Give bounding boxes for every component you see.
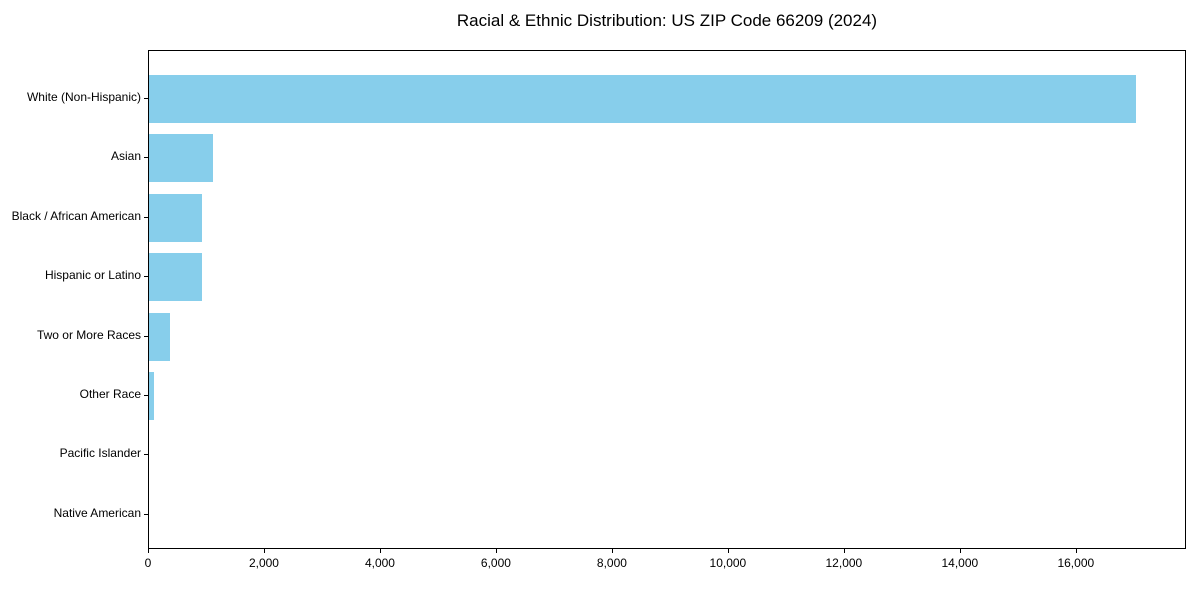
y-axis-label: Hispanic or Latino [44, 268, 141, 283]
chart-title: Racial & Ethnic Distribution: US ZIP Cod… [456, 11, 878, 30]
y-tick-mark [144, 157, 148, 159]
x-tick-mark [495, 549, 497, 553]
x-tick-label: 2,000 [248, 556, 279, 570]
x-tick-mark [148, 549, 149, 553]
plot-area [148, 50, 1186, 549]
y-axis-label: Native American [53, 505, 141, 520]
y-tick-mark [144, 335, 148, 337]
x-tick-label: 16,000 [1057, 556, 1095, 570]
x-tick-label: 10,000 [709, 556, 747, 570]
x-tick-label: 12,000 [825, 556, 863, 570]
y-tick-mark [144, 395, 148, 396]
x-tick-mark [263, 549, 265, 553]
y-axis-label: Black / African American [11, 208, 141, 223]
y-tick-mark [144, 454, 148, 456]
chart-bar [149, 372, 154, 420]
chart-bar [149, 193, 202, 242]
x-tick-label: 14,000 [941, 556, 979, 570]
chart-bar [149, 312, 170, 361]
y-axis-label: Two or More Races [36, 327, 141, 342]
y-axis-label: Asian [110, 149, 141, 164]
x-tick-label: 4,000 [364, 556, 395, 570]
y-tick-mark [144, 513, 148, 515]
y-axis-label: Pacific Islander [59, 446, 141, 461]
x-tick-mark [379, 549, 381, 553]
x-tick-label: 8,000 [596, 556, 627, 570]
x-tick-mark [843, 549, 845, 553]
x-tick-mark [1075, 549, 1077, 553]
y-axis-label: Other Race [79, 387, 141, 401]
x-tick-mark [611, 549, 613, 553]
x-tick-label: 0 [144, 556, 152, 570]
chart-bar [149, 134, 213, 183]
x-tick-label: 6,000 [480, 556, 511, 570]
chart-bar [149, 75, 1136, 123]
y-tick-mark [144, 98, 148, 99]
y-axis-label: White (Non-Hispanic) [26, 90, 141, 104]
x-tick-mark [727, 549, 729, 553]
chart-bar [149, 253, 202, 302]
y-tick-mark [144, 276, 148, 278]
x-tick-mark [959, 549, 961, 553]
y-tick-mark [144, 216, 148, 218]
